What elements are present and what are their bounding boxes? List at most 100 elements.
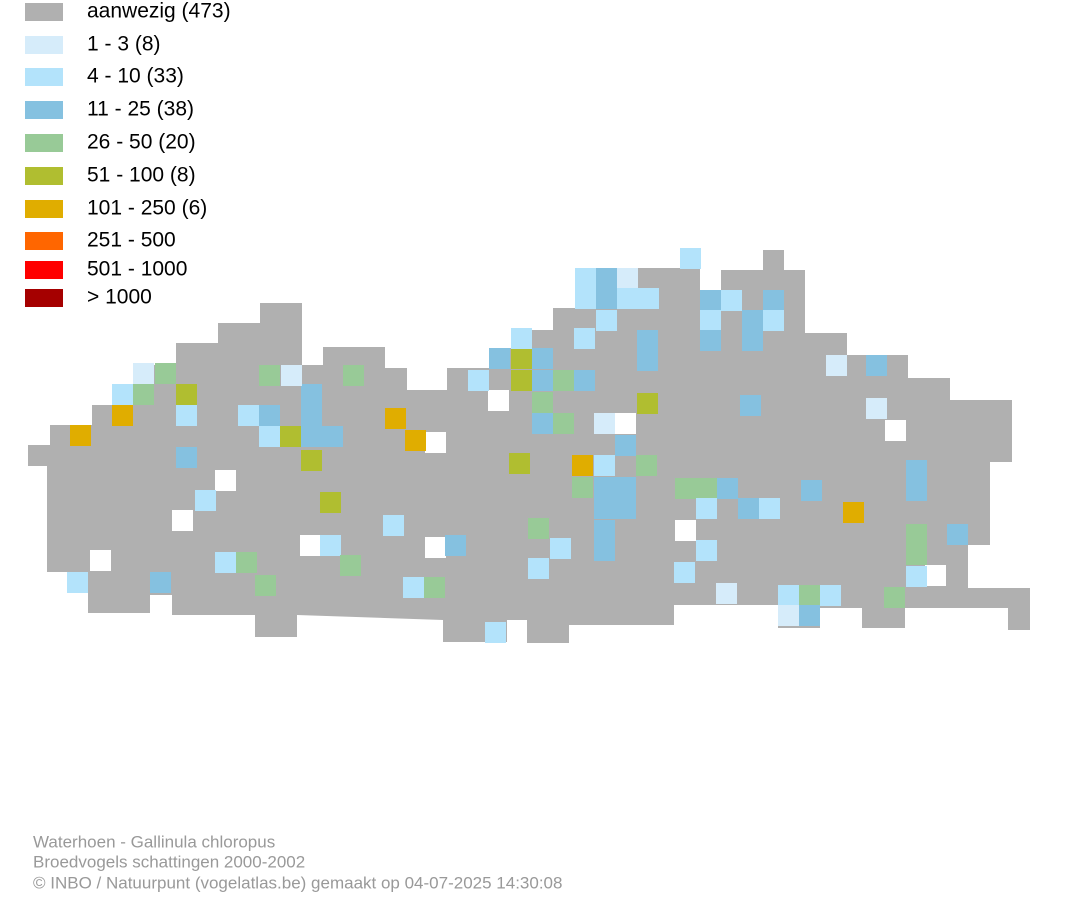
grid-cell xyxy=(615,435,636,456)
grid-cell xyxy=(532,348,553,369)
grid-cell xyxy=(383,515,404,536)
legend: aanwezig (473) 1 - 3 (8) 4 - 10 (33) 11 - 2… xyxy=(25,0,231,309)
grid-cell xyxy=(238,405,259,426)
grid-cell xyxy=(801,480,822,501)
grid-cell xyxy=(424,577,445,598)
legend-label: 501 - 1000 xyxy=(87,258,187,281)
grid-cell xyxy=(700,290,721,311)
grid-cell xyxy=(489,348,510,369)
grid-cell xyxy=(176,447,197,468)
grid-cell xyxy=(594,540,615,561)
grid-cell xyxy=(742,330,763,351)
grid-cell xyxy=(405,430,426,451)
grid-cell xyxy=(637,330,658,351)
grid-cell xyxy=(112,384,133,405)
footer-line: Waterhoen - Gallinula chloropus xyxy=(33,832,275,851)
legend-label: 26 - 50 (20) xyxy=(87,131,196,154)
grid-cell xyxy=(696,498,717,519)
grid-cell xyxy=(572,455,593,476)
empty-cell xyxy=(488,390,509,411)
grid-cell xyxy=(280,426,301,447)
grid-cell xyxy=(403,577,424,598)
grid-cell xyxy=(594,477,615,498)
grid-cell xyxy=(638,288,659,309)
grid-cell xyxy=(572,477,593,498)
empty-cell xyxy=(675,520,696,541)
grid-cell xyxy=(594,413,615,434)
legend-swatch xyxy=(25,134,63,152)
grid-cell xyxy=(236,552,257,573)
empty-cell xyxy=(425,432,446,453)
grid-cell xyxy=(700,330,721,351)
grid-cell xyxy=(133,363,154,384)
grid-cell xyxy=(301,450,322,471)
grid-cell xyxy=(820,585,841,606)
legend-swatch xyxy=(25,200,63,218)
grid-cell xyxy=(511,348,532,369)
grid-cell xyxy=(721,290,742,311)
grid-cell xyxy=(637,350,658,371)
grid-cell xyxy=(742,310,763,331)
empty-cell xyxy=(615,413,636,434)
grid-cell xyxy=(717,478,738,499)
grid-cell xyxy=(528,518,549,539)
grid-cell xyxy=(884,587,905,608)
grid-cell xyxy=(320,492,341,513)
grid-cell xyxy=(906,524,927,545)
grid-cell xyxy=(763,310,784,331)
grid-cell xyxy=(680,248,701,269)
grid-cell xyxy=(778,605,799,626)
grid-cell xyxy=(696,478,717,499)
grid-cell xyxy=(799,605,820,626)
legend-swatch xyxy=(25,101,63,119)
grid-cell xyxy=(176,405,197,426)
grid-cell xyxy=(574,328,595,349)
grid-cell xyxy=(906,544,927,565)
legend-swatch xyxy=(25,68,63,86)
grid-cell xyxy=(696,540,717,561)
grid-cell xyxy=(532,392,553,413)
empty-cell xyxy=(300,535,321,556)
grid-cell xyxy=(485,622,506,643)
grid-cell xyxy=(594,520,615,541)
grid-cell xyxy=(259,426,280,447)
grid-cell xyxy=(176,384,197,405)
footer-line: © INBO / Natuurpunt (vogelatlas.be) gema… xyxy=(33,873,562,892)
grid-cell xyxy=(947,524,968,545)
grid-cell xyxy=(738,498,759,519)
grid-cell xyxy=(511,328,532,349)
legend-swatch xyxy=(25,232,63,250)
grid-cell xyxy=(637,393,658,414)
grid-cell xyxy=(532,370,553,391)
grid-cell xyxy=(615,498,636,519)
grid-cell xyxy=(301,384,322,405)
legend-label: 1 - 3 (8) xyxy=(87,33,161,56)
grid-cell xyxy=(906,460,927,481)
grid-cell xyxy=(906,480,927,501)
grid-cell xyxy=(550,538,571,559)
grid-cell xyxy=(778,585,799,606)
grid-cell xyxy=(215,552,236,573)
grid-cell xyxy=(320,535,341,556)
grid-cell xyxy=(150,572,171,593)
empty-cell xyxy=(90,550,111,571)
grid-cell xyxy=(575,268,596,289)
grid-cell xyxy=(674,562,695,583)
grid-cell xyxy=(385,408,406,429)
grid-cell xyxy=(343,365,364,386)
empty-cell xyxy=(172,510,193,531)
grid-cell xyxy=(700,310,721,331)
empty-cell xyxy=(885,420,906,441)
grid-cell xyxy=(675,478,696,499)
grid-cell xyxy=(866,355,887,376)
legend-label: > 1000 xyxy=(87,286,152,309)
grid-cell xyxy=(826,355,847,376)
grid-cell xyxy=(617,288,638,309)
grid-cells xyxy=(67,248,968,643)
grid-cell xyxy=(594,455,615,476)
empty-cell xyxy=(215,470,236,491)
grid-cell xyxy=(255,575,276,596)
grid-cell xyxy=(906,566,927,587)
